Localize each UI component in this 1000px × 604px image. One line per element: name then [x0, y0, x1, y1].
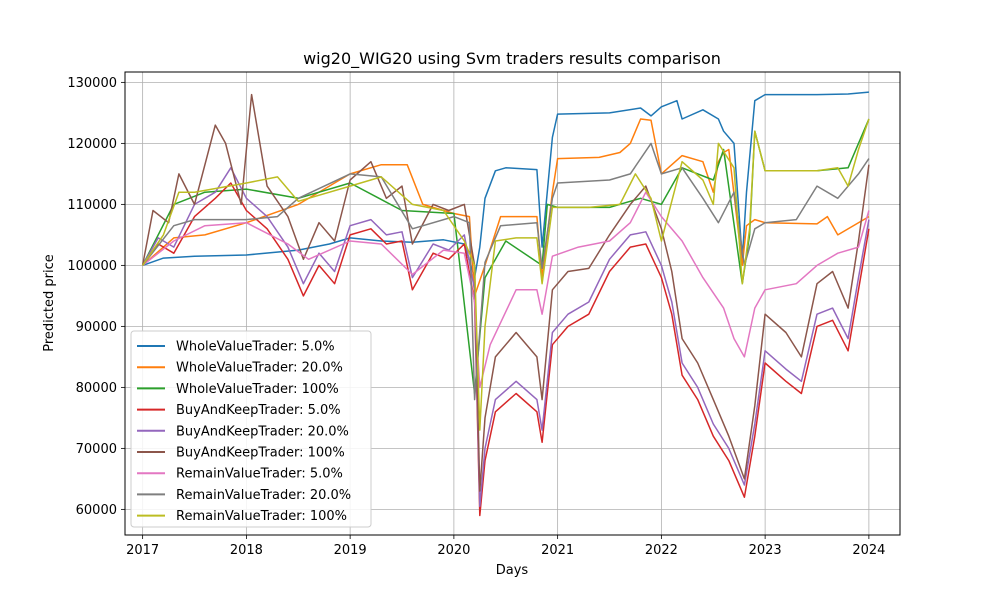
- y-tick-label: 100000: [67, 259, 117, 274]
- legend-entry-label: BuyAndKeepTrader: 5.0%: [176, 403, 341, 418]
- x-tick-label: 2024: [852, 543, 885, 558]
- legend-entry-label: BuyAndKeepTrader: 20.0%: [176, 424, 349, 439]
- series-line-6: [141, 93, 870, 492]
- x-tick-label: 2017: [126, 543, 159, 558]
- x-tick-label: 2020: [437, 543, 470, 558]
- legend-entry-label: WholeValueTrader: 5.0%: [176, 340, 335, 355]
- y-tick-label: 120000: [67, 137, 117, 152]
- x-tick-label: 2018: [230, 543, 263, 558]
- x-tick-label: 2021: [541, 543, 574, 558]
- legend: WholeValueTrader: 5.0% WholeValueTrader: …: [130, 330, 372, 528]
- legend-entry-label: BuyAndKeepTrader: 100%: [176, 446, 345, 461]
- y-tick-label: 80000: [76, 381, 117, 396]
- x-axis-label: Days: [496, 563, 529, 578]
- series-line-2: [142, 118, 870, 297]
- legend-entry-label: WholeValueTrader: 20.0%: [176, 361, 343, 376]
- y-axis-label: Predicted price: [42, 254, 57, 352]
- y-tick-label: 110000: [67, 198, 117, 213]
- y-tick-label: 70000: [76, 442, 117, 457]
- x-axis-ticks: 2017 2018 2019 2020 2021 2022 2023 2024: [126, 535, 885, 558]
- legend-entry-label: RemainValueTrader: 5.0%: [176, 467, 343, 482]
- x-tick-label: 2023: [749, 543, 782, 558]
- x-tick-label: 2022: [645, 543, 678, 558]
- y-axis-ticks: 60000 70000 80000 90000 100000 110000 120000 13…: [67, 76, 125, 518]
- series-line-8: [142, 142, 870, 401]
- series-line-5: [141, 167, 870, 508]
- y-tick-label: 130000: [67, 76, 117, 91]
- legend-entry-label: RemainValueTrader: 20.0%: [176, 488, 351, 503]
- legend-entry-label: RemainValueTrader: 100%: [176, 509, 347, 524]
- series-line-7: [142, 191, 870, 389]
- y-tick-label: 60000: [76, 503, 117, 518]
- x-tick-label: 2019: [334, 543, 367, 558]
- series-lines: [141, 91, 870, 517]
- legend-box: [130, 330, 372, 528]
- plot-frame: [124, 71, 901, 536]
- series-line-9: [141, 118, 870, 431]
- series-line-4: [141, 182, 870, 517]
- legend-entry-label: WholeValueTrader: 100%: [176, 382, 339, 397]
- y-tick-label: 90000: [76, 320, 117, 335]
- chart-title: wig20_WIG20 using Svm traders results co…: [303, 49, 721, 69]
